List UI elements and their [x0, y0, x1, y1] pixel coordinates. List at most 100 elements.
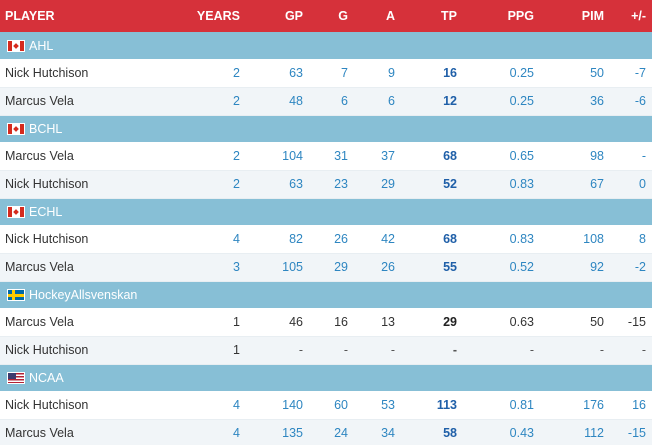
total-points-cell: 16	[405, 59, 467, 88]
pim-cell: 67	[544, 170, 614, 199]
column-header-ppg[interactable]: PPG	[507, 9, 534, 23]
gp-cell: 140	[250, 391, 313, 420]
player-name[interactable]: Nick Hutchison	[0, 170, 190, 199]
assists-cell: 29	[358, 170, 405, 199]
gp-cell: 104	[250, 142, 313, 171]
column-header-g[interactable]: G	[338, 9, 348, 23]
ppg-cell: -	[467, 336, 544, 365]
gp-cell: 135	[250, 419, 313, 445]
total-points-cell: 55	[405, 253, 467, 282]
canada-flag-icon	[7, 122, 25, 135]
ppg-cell: 0.83	[467, 225, 544, 254]
ppg-cell: 0.25	[467, 59, 544, 88]
goals-cell: 23	[313, 170, 358, 199]
table-row: Marcus Vela 1 46 16 13 29 0.63 50 -15	[0, 308, 652, 337]
column-header-player[interactable]: PLAYER	[5, 9, 55, 23]
league-name[interactable]: AHL	[29, 38, 54, 53]
plus-minus-cell: 0	[614, 170, 652, 199]
total-points-cell: -	[405, 336, 467, 365]
years-cell: 4	[190, 225, 250, 254]
player-name[interactable]: Marcus Vela	[0, 419, 190, 445]
player-name[interactable]: Marcus Vela	[0, 308, 190, 337]
plus-minus-cell: -2	[614, 253, 652, 282]
years-cell: 2	[190, 87, 250, 116]
goals-cell: 31	[313, 142, 358, 171]
goals-cell: 16	[313, 308, 358, 337]
assists-cell: 26	[358, 253, 405, 282]
years-cell: 1	[190, 308, 250, 337]
column-header-years[interactable]: YEARS	[196, 9, 240, 23]
column-header-pim[interactable]: PIM	[581, 9, 604, 23]
goals-cell: 24	[313, 419, 358, 445]
player-name[interactable]: Marcus Vela	[0, 253, 190, 282]
gp-cell: 105	[250, 253, 313, 282]
league-name[interactable]: BCHL	[29, 121, 63, 136]
player-name[interactable]: Nick Hutchison	[0, 336, 190, 365]
table-row: Nick Hutchison 4 140 60 53 113 0.81 176 16	[0, 391, 652, 420]
pim-cell: 36	[544, 87, 614, 116]
assists-cell: 34	[358, 419, 405, 445]
column-header-plus-minus[interactable]: +/-	[631, 9, 646, 23]
ppg-cell: 0.83	[467, 170, 544, 199]
total-points-cell: 52	[405, 170, 467, 199]
years-cell: 4	[190, 391, 250, 420]
ppg-cell: 0.52	[467, 253, 544, 282]
player-name[interactable]: Nick Hutchison	[0, 225, 190, 254]
usa-flag-icon	[7, 371, 25, 384]
years-cell: 1	[190, 336, 250, 365]
plus-minus-cell: 16	[614, 391, 652, 420]
table-row: Nick Hutchison 1- - - - - - -	[0, 336, 652, 365]
pim-cell: 108	[544, 225, 614, 254]
years-cell: 3	[190, 253, 250, 282]
gp-cell: 46	[250, 308, 313, 337]
plus-minus-cell: -	[614, 336, 652, 365]
plus-minus-cell: -	[614, 142, 652, 171]
years-cell: 4	[190, 419, 250, 445]
table-header-row: PLAYER YEARS GP G A TP PPG PIM +/-	[0, 0, 652, 32]
league-header-row: BCHL	[0, 115, 652, 142]
ppg-cell: 0.81	[467, 391, 544, 420]
gp-cell: -	[250, 336, 313, 365]
league-name[interactable]: ECHL	[29, 204, 63, 219]
player-name[interactable]: Marcus Vela	[0, 142, 190, 171]
pim-cell: 92	[544, 253, 614, 282]
table-row: Marcus Vela 2 104 31 37 68 0.65 98-	[0, 142, 652, 171]
years-cell: 2	[190, 170, 250, 199]
goals-cell: 26	[313, 225, 358, 254]
goals-cell: 60	[313, 391, 358, 420]
plus-minus-cell: -15	[614, 419, 652, 445]
years-cell: 2	[190, 59, 250, 88]
total-points-cell: 58	[405, 419, 467, 445]
column-header-gp[interactable]: GP	[284, 9, 303, 23]
sweden-flag-icon	[7, 288, 25, 301]
assists-cell: 6	[358, 87, 405, 116]
league-header-row: ECHL	[0, 198, 652, 225]
table-row: Nick Hutchison 2 63 23 29 52 0.83 67 0	[0, 170, 652, 199]
pim-cell: -	[544, 336, 614, 365]
total-points-cell: 68	[405, 225, 467, 254]
ppg-cell: 0.63	[467, 308, 544, 337]
league-name[interactable]: HockeyAllsvenskan	[29, 287, 138, 302]
plus-minus-cell: -7	[614, 59, 652, 88]
gp-cell: 82	[250, 225, 313, 254]
pim-cell: 112	[544, 419, 614, 445]
goals-cell: -	[313, 336, 358, 365]
table-row: Nick Hutchison 4 82 26 42 68 0.83 108 8	[0, 225, 652, 254]
pim-cell: 98	[544, 142, 614, 171]
plus-minus-cell: -6	[614, 87, 652, 116]
goals-cell: 7	[313, 59, 358, 88]
gp-cell: 63	[250, 170, 313, 199]
player-name[interactable]: Marcus Vela	[0, 87, 190, 116]
column-header-a[interactable]: A	[385, 9, 395, 23]
pim-cell: 50	[544, 59, 614, 88]
table-row: Marcus Vela 3 105 29 26 55 0.52 92 -2	[0, 253, 652, 282]
player-name[interactable]: Nick Hutchison	[0, 59, 190, 88]
ppg-cell: 0.43	[467, 419, 544, 445]
assists-cell: 53	[358, 391, 405, 420]
total-points-cell: 68	[405, 142, 467, 171]
gp-cell: 48	[250, 87, 313, 116]
column-header-tp[interactable]: TP	[441, 9, 457, 23]
league-name[interactable]: NCAA	[29, 370, 64, 385]
player-name[interactable]: Nick Hutchison	[0, 391, 190, 420]
